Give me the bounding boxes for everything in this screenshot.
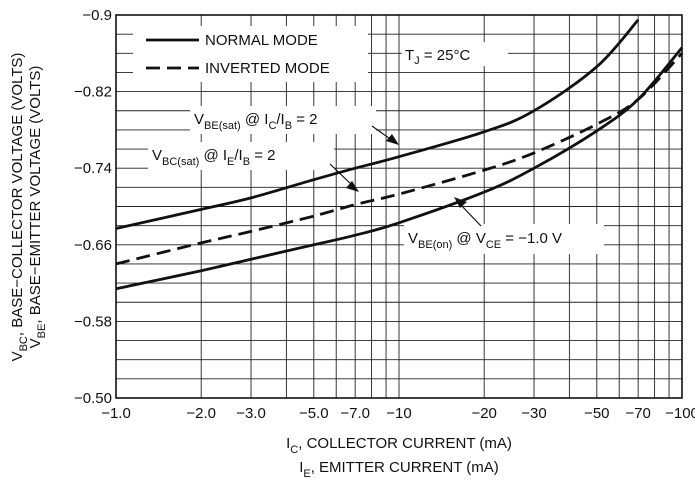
- x-tick-label: −5.0: [299, 405, 329, 422]
- condition-background: [402, 42, 508, 66]
- legend-normal-mode: NORMAL MODE: [205, 32, 318, 49]
- svg-text:VBE(on) @ VCE = −1.0 V: VBE(on) @ VCE = −1.0 V: [408, 230, 562, 251]
- series-line-3: [115, 46, 684, 291]
- series-line-1: [115, 18, 640, 230]
- x-tick-label: −2.0: [186, 405, 216, 422]
- x-axis-title-line1: IC, COLLECTOR CURRENT (mA): [286, 435, 512, 456]
- x-tick-label: −30: [521, 405, 546, 422]
- y-tick-label: −0.74: [74, 160, 112, 177]
- annotation-vbc-sat-arrowhead: [346, 181, 359, 192]
- y-tick-label: −0.82: [74, 84, 112, 101]
- legend-inverted-mode: INVERTED MODE: [205, 60, 330, 77]
- condition-label: TJ = 25°C: [402, 42, 508, 67]
- y-tick-label: −0.66: [74, 237, 112, 254]
- x-tick-label: −50: [584, 405, 609, 422]
- x-tick-label: −1.0: [101, 405, 131, 422]
- annotation-vbe-on-arrow: [458, 202, 482, 227]
- plot-frame: [115, 14, 683, 399]
- annotation-vbc-sat: VBC(sat) @ IE/IB = 2: [148, 142, 359, 192]
- x-tick-label: −100: [665, 405, 695, 422]
- svg-text:VBE(sat) @ IC/IB = 2: VBE(sat) @ IC/IB = 2: [194, 111, 318, 132]
- x-tick-label: −20: [471, 405, 496, 422]
- y-tick-label: −0.9: [82, 7, 112, 24]
- annotation-vbe-sat-background: [190, 106, 376, 134]
- y-axis-title-line1: VBC, BASE−COLLECTOR VOLTAGE (VOLTS): [9, 53, 30, 362]
- y-axis-title: VBC, BASE−COLLECTOR VOLTAGE (VOLTS) VBE,…: [9, 53, 48, 362]
- y-axis-title-line2: VBE, BASE−EMITTER VOLTAGE (VOLTS): [27, 66, 48, 349]
- annotation-vbe-on-arrowhead: [454, 197, 467, 208]
- x-tick-label: −7.0: [340, 405, 370, 422]
- annotation-vbe-sat-arrowhead: [386, 134, 399, 145]
- annotation-vbe-on: VBE(on) @ VCE = −1.0 V: [404, 197, 604, 254]
- y-tick-label: −0.50: [74, 390, 112, 407]
- curves: [115, 18, 684, 291]
- legend-background: [133, 26, 368, 82]
- annotation-vbe-on-background: [404, 224, 604, 254]
- tick-labels: −1.0 −2.0 −3.0 −5.0 −7.0 −10 −20 −30 −50 −70 −100 −…: [74, 7, 695, 422]
- x-tick-label: −3.0: [236, 405, 266, 422]
- svg-text:TJ = 25°C: TJ = 25°C: [405, 47, 470, 67]
- y-tick-label: −0.58: [74, 313, 112, 330]
- annotation-vbc-sat-arrow: [329, 163, 354, 187]
- annotation-vbe-sat: VBE(sat) @ IC/IB = 2: [190, 106, 399, 145]
- legend: NORMAL MODE INVERTED MODE: [133, 26, 368, 82]
- series-line-2: [115, 52, 684, 266]
- x-tick-label: −70: [625, 405, 650, 422]
- annotation-vbc-sat-background: [148, 142, 334, 170]
- x-tick-label: −10: [386, 405, 411, 422]
- x-axis-title-line2: IE, EMITTER CURRENT (mA): [299, 459, 499, 480]
- x-axis-title: IC, COLLECTOR CURRENT (mA) IE, EMITTER C…: [286, 435, 512, 480]
- svg-text:VBC(sat) @ IE/IB = 2: VBC(sat) @ IE/IB = 2: [152, 147, 276, 168]
